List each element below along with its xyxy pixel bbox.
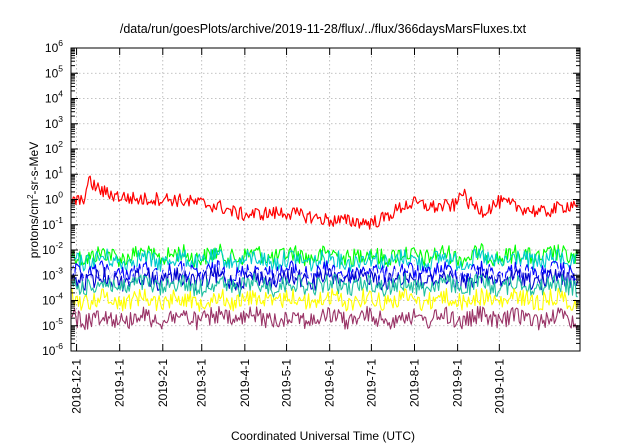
flux-series [71,263,579,289]
flux-series [71,247,579,272]
flux-series [71,260,579,285]
x-tick-label: 2019-5-1 [280,359,294,407]
chart-title: /data/run/goesPlots/archive/2019-11-28/f… [120,22,527,36]
x-tick-label: 2019-2-1 [156,359,170,407]
y-tick-label: 105 [45,63,63,80]
y-axis: 10-6 10-5 10-4 10-3 10-2 10-1 100 101 102 103 104 1… [42,38,580,358]
x-tick-label: 2019-8-1 [408,359,422,407]
y-tick-label: 104 [45,89,63,106]
y-tick-label: 106 [45,38,63,55]
flux-series-red [71,175,579,230]
y-tick-label: 10-6 [42,341,63,358]
x-tick-label: 2019-4-1 [238,359,252,407]
x-tick-label: 2019-3-1 [195,359,209,407]
x-tick-label: 2019-1-1 [113,359,127,407]
x-tick-label: 2018-12-1 [70,359,84,414]
flux-series [71,272,578,298]
flux-series [71,266,579,292]
y-tick-label: 10-3 [42,265,63,282]
flux-series [71,305,579,331]
flux-series [71,243,579,268]
y-tick-label: 10-2 [42,240,63,257]
y-tick-label: 10-4 [42,291,63,308]
y-axis-label: protons/cm2-sr-s-MeV [26,142,41,258]
y-tick-label: 102 [45,139,63,156]
y-tick-label: 100 [45,190,63,207]
x-tick-label: 2019-7-1 [364,359,378,407]
y-axis-label-sup: 2 [26,194,35,199]
x-tick-label: 2019-9-1 [451,359,465,407]
y-tick-label: 101 [45,164,63,181]
y-tick-label: 10-1 [42,215,63,232]
x-tick-label: 2019-10-1 [492,359,506,414]
flux-series [71,287,579,312]
y-tick-label: 103 [45,114,63,131]
x-tick-label: 2019-6-1 [323,359,337,407]
x-axis: 2018-12-1 2019-1-1 2019-2-1 2019-3-1 2019-4-… [70,48,506,414]
y-axis-label-pre: protons/cm [27,199,41,258]
series-layer [71,175,579,331]
y-axis-label-post: -sr-s-MeV [27,142,41,195]
y-tick-label: 10-5 [42,316,63,333]
x-axis-label: Coordinated Universal Time (UTC) [231,429,415,443]
